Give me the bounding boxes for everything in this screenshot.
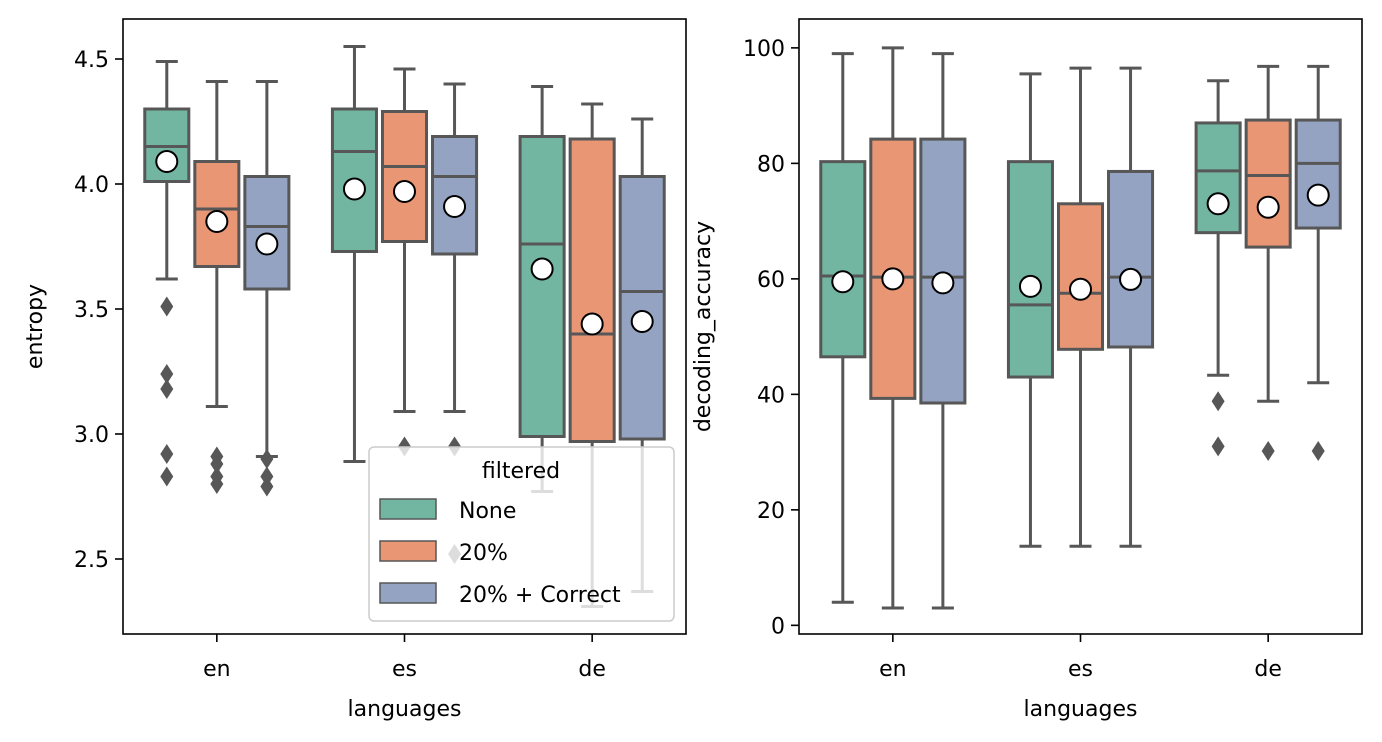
mean-marker: [205, 210, 229, 233]
box-iqr: [1194, 121, 1242, 235]
y-tick-label: 3.0: [74, 423, 109, 448]
y-tick-label: 100: [743, 37, 785, 62]
mean-marker: [530, 257, 554, 281]
legend-swatch: [379, 582, 437, 604]
box-iqr: [568, 137, 616, 443]
box-iqr: [243, 175, 291, 291]
box-de-2: [568, 102, 616, 608]
box-de-2: [1244, 64, 1292, 461]
x-tick-label: de: [578, 657, 606, 682]
x-tick-label: es: [392, 657, 417, 682]
mean-marker: [342, 177, 366, 201]
box-iqr: [1294, 118, 1342, 230]
mean-marker: [1206, 192, 1230, 216]
box-iqr: [518, 135, 566, 438]
outlier-marker: [1261, 440, 1275, 461]
outlier-marker: [260, 449, 274, 469]
chart-panel-1: 2.5 3.0 3.5 4.0 4.5 en es de languages entropy fil…: [23, 18, 687, 722]
mean-marker: [1069, 277, 1092, 301]
legend-swatch: [379, 540, 437, 562]
box-iqr: [380, 110, 429, 243]
outlier-marker: [1311, 440, 1325, 461]
box-es-2: [380, 67, 429, 457]
outlier-marker: [210, 474, 224, 494]
mean-marker: [155, 150, 179, 173]
outlier-marker: [1211, 391, 1225, 412]
x-tick-label: en: [879, 657, 906, 682]
box-en-2: [193, 80, 241, 494]
outlier-marker: [260, 476, 274, 497]
legend: filtered None 20% 20% + Correct: [368, 446, 675, 622]
mean-marker: [831, 270, 855, 294]
y-axis-label: entropy: [23, 284, 48, 369]
box-iqr: [1056, 202, 1105, 351]
mean-marker: [1306, 183, 1330, 207]
box-iqr: [1006, 160, 1054, 379]
legend-entry-label: 20%: [459, 541, 508, 566]
box-en-3: [243, 80, 291, 497]
y-tick-label: 3.5: [74, 298, 109, 323]
y-tick-label: 20: [757, 499, 785, 524]
outlier-marker: [160, 379, 174, 399]
box-en-2: [869, 46, 917, 610]
box-es-1: [330, 45, 378, 463]
box-en-1: [819, 52, 867, 604]
box-es-1: [1006, 72, 1054, 548]
x-tick-label: de: [1254, 657, 1282, 682]
outlier-marker: [1211, 436, 1225, 457]
legend-entry-label: None: [459, 499, 516, 524]
box-iqr: [618, 175, 666, 441]
box-iqr: [1244, 118, 1292, 249]
y-tick-label: 0: [771, 614, 785, 639]
mean-marker: [255, 232, 279, 256]
box-de-1: [1194, 79, 1242, 457]
legend-swatch: [379, 498, 437, 520]
y-tick-label: 4.0: [74, 173, 109, 198]
mean-marker: [931, 271, 955, 295]
mean-marker: [1018, 274, 1042, 298]
mean-marker: [393, 180, 416, 203]
x-tick-label: es: [1068, 657, 1093, 682]
box-en-3: [919, 52, 967, 610]
box-iqr: [1107, 169, 1155, 349]
box-es-2: [1056, 66, 1105, 548]
legend-title: filtered: [482, 459, 560, 484]
mean-marker: [881, 267, 905, 291]
box-es-3: [1107, 66, 1155, 548]
x-axis-label: languages: [348, 697, 462, 722]
box-iqr: [919, 137, 967, 405]
y-tick-label: 60: [757, 268, 785, 293]
outlier-marker: [160, 364, 174, 384]
outlier-marker: [210, 454, 224, 474]
box-de-1: [518, 85, 566, 493]
y-tick-label: 80: [757, 152, 785, 177]
y-axis-label: decoding_accuracy: [691, 221, 716, 432]
mean-marker: [1119, 267, 1143, 291]
x-axis-label: languages: [1024, 697, 1138, 722]
chart-panel-2: 0 20 40 60 80 100 en es de languages decoding_accu…: [691, 18, 1363, 722]
legend-entry-label: 20% + Correct: [459, 583, 621, 608]
y-tick-label: 2.5: [74, 548, 109, 573]
x-tick-label: en: [203, 657, 230, 682]
legend-box: [368, 446, 675, 622]
mean-marker: [1256, 195, 1280, 219]
mean-marker: [630, 310, 654, 333]
y-tick-label: 40: [757, 383, 785, 408]
box-de-3: [618, 117, 666, 593]
y-tick-label: 4.5: [74, 48, 109, 73]
outlier-marker: [160, 444, 174, 464]
mean-marker: [443, 195, 467, 218]
box-de-3: [1294, 64, 1342, 461]
outlier-marker: [160, 296, 174, 317]
box-en-1: [143, 60, 191, 487]
box-iqr: [819, 160, 867, 359]
outlier-marker: [160, 466, 174, 487]
mean-marker: [580, 312, 604, 336]
